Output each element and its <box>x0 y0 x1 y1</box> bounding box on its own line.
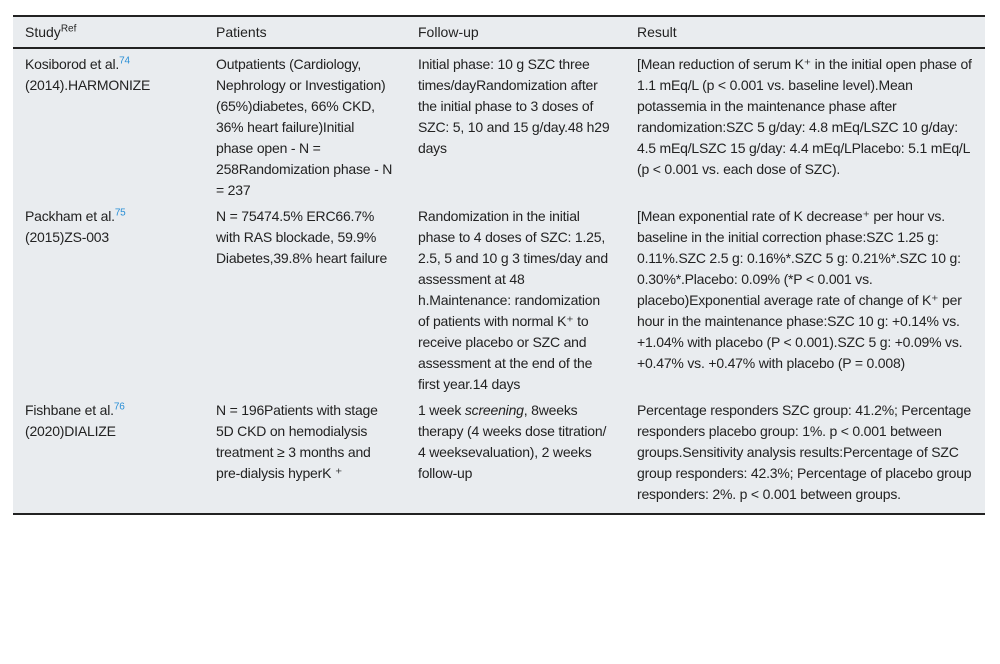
header-patients: Patients <box>204 17 406 49</box>
table-row: Fishbane et al.76 (2020)DIALIZE N = 196Pa… <box>13 395 985 513</box>
followup-text: 1 week <box>418 402 465 418</box>
patients-cell: Outpatients (Cardiology, Nephrology or I… <box>216 56 393 198</box>
table-row: Packham et al.75 (2015)ZS-003 N = 75474.5… <box>13 201 985 395</box>
study-cell: Packham et al.75 (2015)ZS-003 <box>13 201 204 395</box>
study-detail: (2020)DIALIZE <box>25 423 116 439</box>
followup-text: , 8weeks therapy (4 weeks dose titration… <box>418 402 607 481</box>
study-name: Packham et al. <box>25 208 115 224</box>
study-name: Kosiborod et al. <box>25 56 120 72</box>
followup-cell: Randomization in the initial phase to 4 … <box>418 208 608 392</box>
result-cell: Percentage responders SZC group: 41.2%; … <box>637 402 972 502</box>
header-study: StudyRef <box>13 17 204 49</box>
study-cell: Kosiborod et al.74 (2014).HARMONIZE <box>13 48 204 201</box>
header-followup: Follow-up <box>406 17 625 49</box>
study-cell: Fishbane et al.76 (2020)DIALIZE <box>13 395 204 513</box>
followup-emphasis: screening <box>464 402 524 418</box>
studies-table: StudyRef Patients Follow-up Result Kosib… <box>13 17 985 513</box>
study-name: Fishbane et al. <box>25 402 114 418</box>
result-cell: [Mean exponential rate of K decrease⁺ pe… <box>637 208 963 371</box>
reference-link[interactable]: 74 <box>119 55 130 67</box>
studies-table-container: StudyRef Patients Follow-up Result Kosib… <box>13 15 985 515</box>
header-study-sup: Ref <box>60 23 77 35</box>
reference-link[interactable]: 76 <box>113 401 125 413</box>
table-row: Kosiborod et al.74 (2014).HARMONIZE Outpa… <box>13 48 985 201</box>
result-cell: [Mean reduction of serum K⁺ in the initi… <box>637 56 972 177</box>
table-header-row: StudyRef Patients Follow-up Result <box>13 17 985 49</box>
reference-link[interactable]: 75 <box>114 207 126 219</box>
followup-cell: Initial phase: 10 g SZC three times/dayR… <box>418 56 610 156</box>
study-detail: (2015)ZS-003 <box>25 229 109 245</box>
header-study-label: Study <box>25 24 61 40</box>
patients-cell: N = 196Patients with stage 5D CKD on hem… <box>216 402 378 481</box>
study-detail: (2014).HARMONIZE <box>25 77 151 93</box>
patients-cell: N = 75474.5% ERC66.7% with RAS blockade,… <box>216 208 388 266</box>
header-result: Result <box>625 17 985 49</box>
followup-cell: 1 week screening, 8weeks therapy (4 week… <box>406 395 625 513</box>
